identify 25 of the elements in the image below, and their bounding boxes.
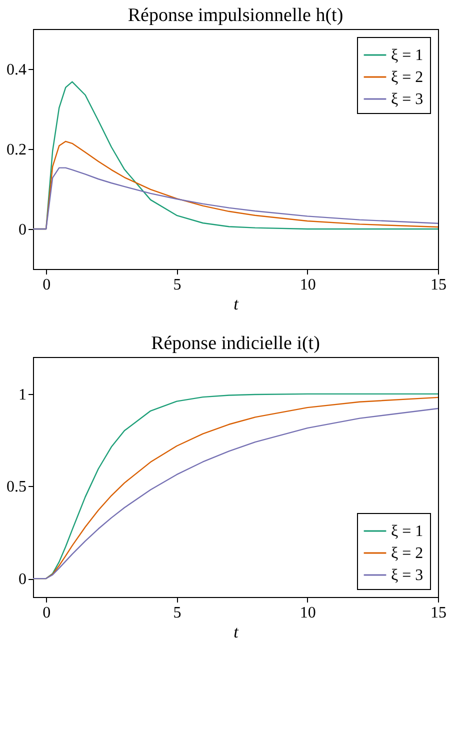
- y-tick-label: 0.5: [6, 478, 26, 496]
- y-tick-label: 1: [18, 386, 26, 404]
- x-tick-label: 0: [42, 276, 51, 294]
- x-tick-label: 5: [173, 276, 182, 294]
- x-tick-label: 15: [430, 604, 446, 622]
- legend-label: ξ = 1: [391, 523, 424, 540]
- legend-label: ξ = 1: [391, 47, 424, 64]
- y-tick-label: 0.4: [6, 62, 26, 78]
- legend-label: ξ = 3: [391, 91, 424, 108]
- legend-label: ξ = 3: [391, 567, 424, 584]
- legend-label: ξ = 2: [391, 545, 424, 562]
- x-tick-label: 5: [173, 604, 182, 622]
- x-tick-label: 0: [42, 604, 51, 622]
- x-tick-label: 10: [300, 276, 316, 294]
- y-tick-label: 0: [18, 571, 26, 588]
- chart-title: Réponse impulsionnelle h(t): [128, 5, 344, 26]
- y-tick-label: 0.2: [6, 142, 26, 158]
- x-axis-title: t: [234, 622, 240, 642]
- y-tick-label: 0: [18, 222, 26, 238]
- chart-title: Réponse indicielle i(t): [151, 333, 320, 354]
- x-tick-label: 10: [300, 604, 316, 622]
- x-tick-label: 15: [430, 276, 446, 294]
- legend-label: ξ = 2: [391, 69, 424, 86]
- x-axis-title: t: [234, 294, 240, 314]
- line-series: [32, 167, 439, 230]
